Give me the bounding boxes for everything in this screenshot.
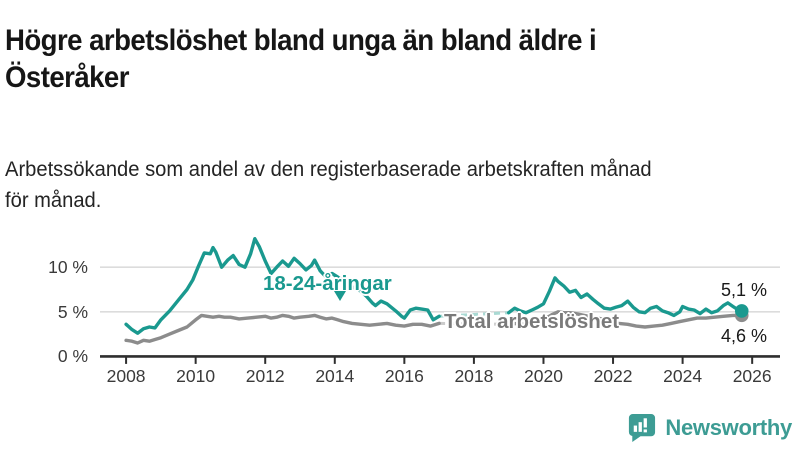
logo-text: Newsworthy: [665, 414, 792, 440]
bar-medium: [639, 422, 643, 432]
newsworthy-logo[interactable]: Newsworthy: [626, 412, 792, 443]
y-axis-label: 5 %: [57, 301, 88, 322]
y-axis-label: 10 %: [48, 257, 88, 278]
page-title-line-1: Högre arbetslöshet bland unga än bland ä…: [5, 24, 597, 58]
chart-subtitle: Arbetssökande som andel av den registerb…: [5, 154, 792, 216]
series-gap-line: [439, 321, 509, 326]
x-axis-label: 2012: [245, 366, 285, 386]
series-label-youth: 18-24-åringar: [263, 272, 392, 295]
speech-bubble-shape: [629, 413, 656, 443]
x-axis-label: 2020: [524, 366, 563, 386]
x-axis-label: 2016: [384, 366, 424, 386]
newsworthy-speech-bubble-chart-icon: [629, 413, 656, 443]
series-gap-line: [439, 311, 509, 318]
series-line-youth: [124, 237, 441, 335]
page-title-line-2: Österåker: [5, 61, 129, 95]
series-line-youth: [507, 276, 744, 318]
end-value-label-total: 4,6 %: [721, 326, 768, 346]
series-line-total: [124, 313, 441, 345]
x-axis-label: 2024: [663, 366, 703, 386]
x-axis-label: 2008: [106, 366, 146, 386]
exclamation-stem: [644, 418, 648, 428]
exclamation-dot: [644, 429, 648, 433]
page-title: Högre arbetslöshet bland unga än bland ä…: [5, 22, 759, 96]
end-value-label-youth: 5,1 %: [721, 280, 768, 300]
x-axis-label: 2014: [315, 366, 355, 386]
series-label-total: Total arbetslöshet: [444, 310, 620, 333]
chart-subtitle-line-1: Arbetssökande som andel av den registerb…: [5, 158, 652, 181]
y-axis-label: 0 %: [57, 346, 88, 367]
x-axis-label: 2018: [454, 366, 494, 386]
x-axis-label: 2022: [593, 366, 633, 386]
chart-subtitle-line-2: för månad.: [5, 189, 102, 212]
x-axis-label: 2026: [732, 366, 772, 386]
triangle-down-icon: [334, 291, 346, 301]
bar-small: [634, 425, 638, 432]
x-axis-label: 2010: [176, 366, 216, 386]
end-dot-youth: [734, 304, 749, 318]
series-line-total: [507, 310, 744, 329]
